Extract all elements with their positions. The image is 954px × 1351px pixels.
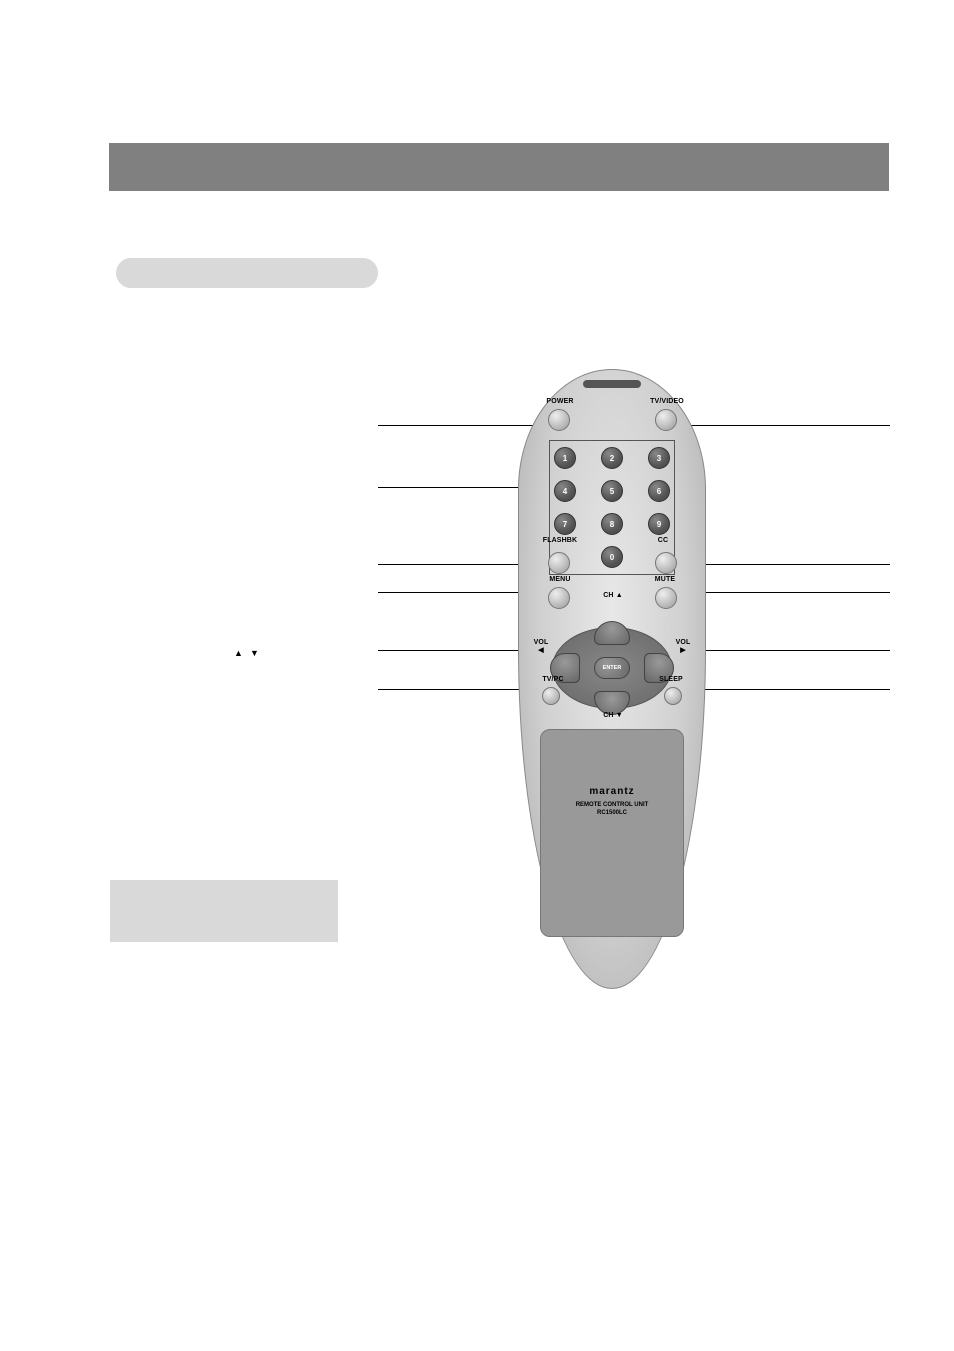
vol-left-label: VOL◀ xyxy=(528,639,554,654)
tv-pc-button[interactable] xyxy=(542,687,560,705)
digit-4-button[interactable]: 4 xyxy=(554,480,576,502)
ir-window xyxy=(583,380,641,388)
cc-label: CC xyxy=(651,537,675,544)
mute-label: MUTE xyxy=(648,576,682,583)
digit-5-button[interactable]: 5 xyxy=(601,480,623,502)
digit-2-button[interactable]: 2 xyxy=(601,447,623,469)
triangle-up-icon: ▲ xyxy=(234,648,243,658)
digit-1-button[interactable]: 1 xyxy=(554,447,576,469)
triangle-left-icon: ◀ xyxy=(538,646,544,654)
sleep-button[interactable] xyxy=(664,687,682,705)
digit-9-button[interactable]: 9 xyxy=(648,513,670,535)
ch-down-label: CH ▼ xyxy=(596,712,630,719)
ch-up-label: CH ▲ xyxy=(596,592,630,599)
sleep-label: SLEEP xyxy=(654,676,688,683)
bottom-panel: marantz REMOTE CONTROL UNITRC1500LC xyxy=(540,729,684,937)
menu-button[interactable] xyxy=(548,587,570,609)
triangle-right-icon: ▶ xyxy=(680,646,686,654)
triangle-down-icon: ▼ xyxy=(250,648,259,658)
subtitle-pill xyxy=(116,258,378,288)
digit-3-button[interactable]: 3 xyxy=(648,447,670,469)
tv-pc-label: TV/PC xyxy=(536,676,570,683)
digit-8-button[interactable]: 8 xyxy=(601,513,623,535)
menu-label: MENU xyxy=(542,576,578,583)
power-label: POWER xyxy=(540,398,580,405)
vol-right-label: VOL▶ xyxy=(670,639,696,654)
gray-block xyxy=(110,880,338,942)
flashbk-label: FLASHBK xyxy=(538,537,582,544)
flashbk-button[interactable] xyxy=(548,552,570,574)
dpad: ENTER xyxy=(552,627,672,709)
digit-6-button[interactable]: 6 xyxy=(648,480,670,502)
brand-sub: REMOTE CONTROL UNITRC1500LC xyxy=(541,802,683,818)
digit-0-button[interactable]: 0 xyxy=(601,546,623,568)
digit-7-button[interactable]: 7 xyxy=(554,513,576,535)
brand-text: marantz xyxy=(541,786,683,797)
remote-control: POWER TV/VIDEO 1 2 3 4 5 6 7 8 9 0 FLASH… xyxy=(518,369,706,989)
mute-button[interactable] xyxy=(655,587,677,609)
tv-video-button[interactable] xyxy=(655,409,677,431)
enter-button[interactable]: ENTER xyxy=(594,657,630,679)
power-button[interactable] xyxy=(548,409,570,431)
title-bar xyxy=(109,143,889,191)
cc-button[interactable] xyxy=(655,552,677,574)
tv-video-label: TV/VIDEO xyxy=(645,398,689,405)
